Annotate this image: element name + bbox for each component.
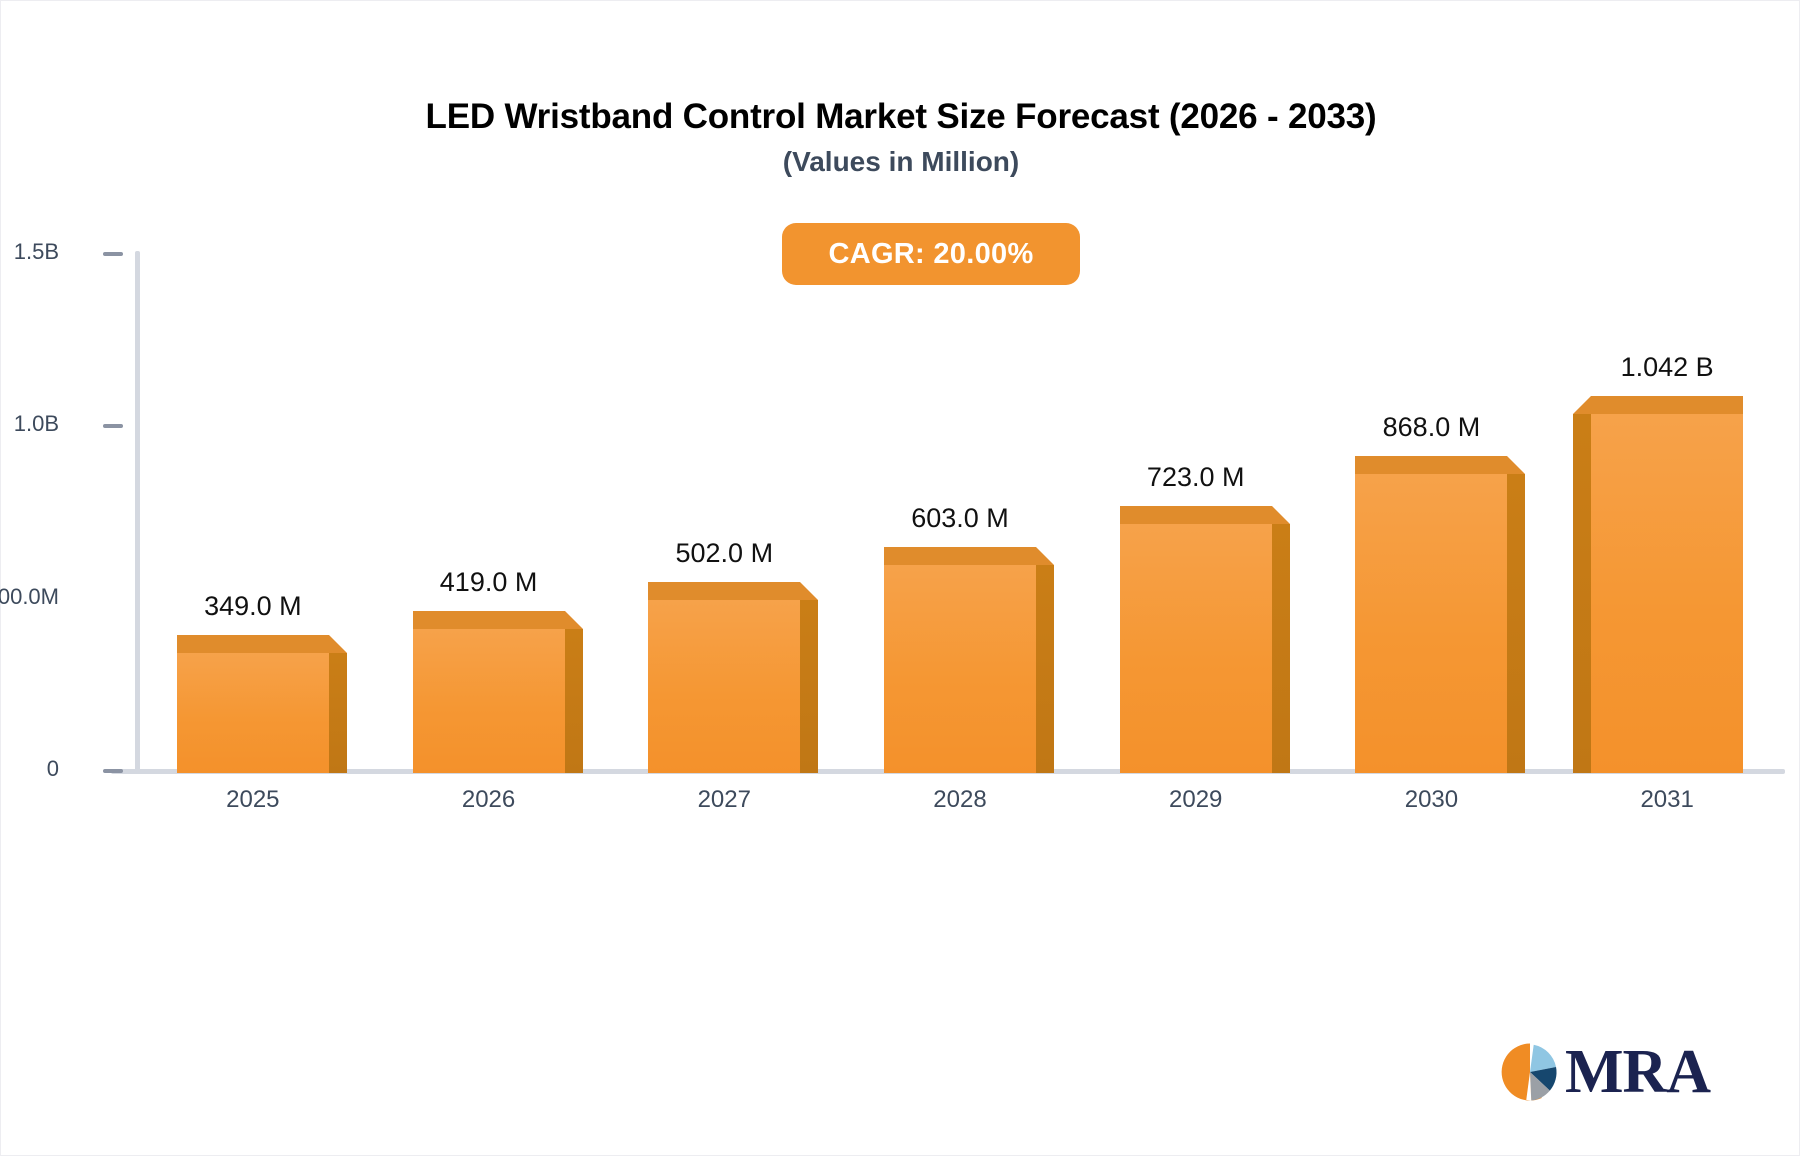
y-axis-tick-mark: [103, 252, 123, 256]
bar-value-label: 868.0 M: [1382, 412, 1481, 442]
bar-top-face: [177, 635, 347, 653]
y-axis-tick-label: 1.5B: [13, 239, 59, 264]
pie-chart-icon: [1501, 1043, 1557, 1101]
y-axis-line: [135, 251, 140, 773]
x-axis-label-2028: 2028: [933, 786, 987, 813]
bar-front-face: [1120, 524, 1272, 773]
bar-2030[interactable]: [1355, 456, 1525, 773]
mra-logo: MRA: [1499, 1038, 1711, 1106]
bar-top-face: [1120, 506, 1290, 524]
bar-2026[interactable]: [413, 611, 583, 773]
x-axis-label-2026: 2026: [461, 786, 516, 813]
x-axis-label-2030: 2030: [1404, 786, 1459, 813]
bar-side-face: [565, 629, 583, 773]
bar-side-face: [1272, 524, 1290, 773]
bar-value-label: 1.042 B: [1620, 352, 1714, 382]
bar-side-face: [329, 653, 347, 773]
bar-value-label: 502.0 M: [675, 538, 774, 568]
cagr-badge-label: CAGR: 20.00%: [828, 237, 1034, 270]
x-axis-label-2025: 2025: [226, 786, 280, 813]
y-axis-tick-label: 500.0M: [0, 583, 59, 609]
chart-title: LED Wristband Control Market Size Foreca…: [425, 97, 1377, 136]
bar-side-face: [1573, 414, 1591, 773]
bar-value-label: 419.0 M: [439, 567, 538, 597]
chart-subtitle: (Values in Million): [782, 146, 1020, 177]
mra-logo-text: MRA: [1565, 1038, 1711, 1106]
bar-top-face: [648, 582, 818, 600]
bar-2031[interactable]: [1573, 396, 1743, 773]
bar-top-face: [1573, 396, 1743, 414]
bar-value-label: 723.0 M: [1146, 462, 1245, 492]
bar-front-face: [648, 600, 800, 773]
bar-2025[interactable]: [177, 635, 347, 773]
bar-2029[interactable]: [1120, 506, 1290, 773]
y-axis-tick-label: 1.0B: [13, 411, 59, 437]
bar-value-label: 349.0 M: [204, 591, 302, 621]
bar-side-face: [1036, 565, 1054, 773]
bar-value-label: 603.0 M: [911, 503, 1009, 533]
bar-2028[interactable]: [884, 547, 1054, 773]
bar-front-face: [884, 565, 1036, 773]
bar-top-face: [884, 547, 1054, 565]
y-axis-tick-mark: [103, 424, 123, 429]
bar-side-face: [800, 600, 818, 773]
y-axis-tick-label: 0: [46, 756, 59, 781]
bar-front-face: [413, 629, 565, 773]
y-axis-tick-mark: [103, 769, 123, 773]
x-axis-label-2029: 2029: [1169, 786, 1223, 813]
bar-top-face: [413, 611, 583, 629]
bar-front-face: [177, 653, 329, 773]
bar-2027[interactable]: [648, 582, 818, 773]
bar-front-face: [1591, 414, 1743, 773]
bar-side-face: [1507, 474, 1525, 773]
x-axis-label-2031: 2031: [1640, 786, 1694, 813]
bar-top-face: [1355, 456, 1525, 474]
bar-front-face: [1355, 474, 1507, 773]
cagr-badge: CAGR: 20.00%: [782, 223, 1080, 285]
x-axis-label-2027: 2027: [697, 786, 751, 813]
